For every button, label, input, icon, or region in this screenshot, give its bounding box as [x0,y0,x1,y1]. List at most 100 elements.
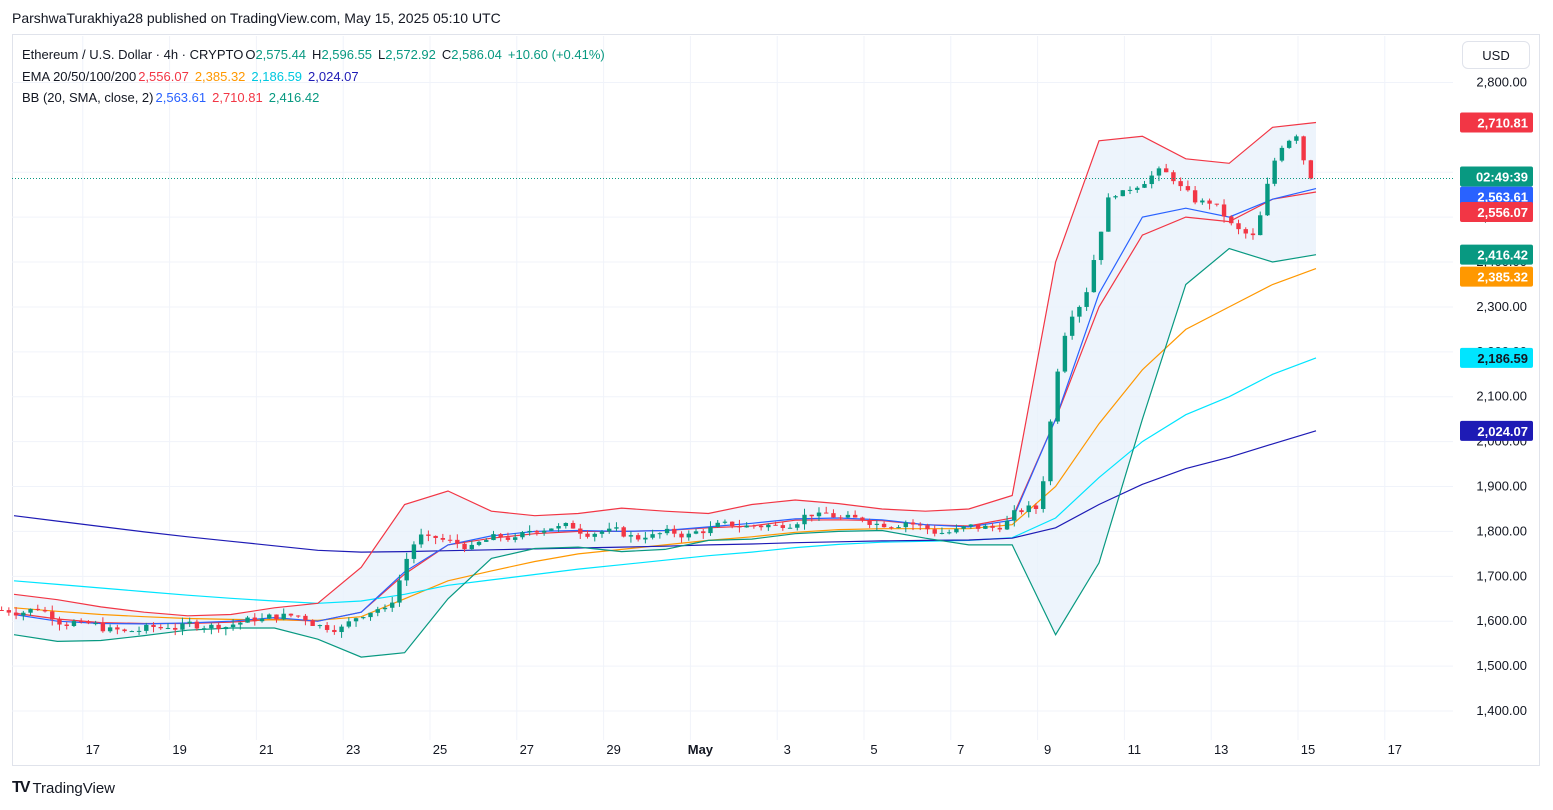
candle-body [144,624,149,631]
candle-body [382,607,388,610]
candle-body [520,532,525,538]
legend-ema200: 2,024.07 [308,68,359,84]
badge-ema100: 2,186.59 [1477,351,1528,366]
candle-body [838,517,843,519]
candle-body [946,532,952,534]
candle-body [484,540,489,542]
candle-body [737,526,742,528]
candle-body [787,527,793,529]
candle-body [563,522,569,527]
candle-body [1185,186,1191,191]
candle-body [440,538,446,540]
candle-body [35,608,40,610]
candle-body [1019,510,1024,513]
candle-body [6,610,12,613]
legend-ema20: 2,556.07 [138,68,189,84]
candle-body [13,612,19,616]
x-tick-label: 29 [606,742,620,757]
candle-body [780,525,786,528]
y-tick-label: 1,500.00 [1476,658,1527,673]
badge-ema50-bg [1460,266,1533,287]
badge-ema50: 2,385.32 [1477,270,1528,285]
candle-body [766,524,771,528]
legend-high-label: H [312,47,322,62]
candle-body [657,533,663,535]
candle-body [599,531,605,534]
candle-body [1106,197,1111,232]
candle-body [816,512,822,517]
candle-body [802,514,807,525]
candle-body [107,627,113,632]
candle-body [194,621,200,629]
candle-body [549,528,554,531]
candle-body [332,629,337,633]
candle-body [1272,160,1277,184]
candle-body [274,614,279,620]
x-tick-label: 19 [172,742,186,757]
tradingview-logo[interactable]: TV TradingView [12,779,115,797]
candle-body [860,517,865,521]
candle-body [310,620,315,626]
candle-body [1004,520,1010,530]
candle-body [1048,421,1053,482]
candle-body [375,609,380,613]
candle-body [679,533,684,538]
candle-body [592,533,597,537]
badge-bb-upper-bg [1460,112,1533,133]
candle-body [1120,190,1125,197]
candle-body [151,624,156,627]
legend-ohlc-row: Ethereum / U.S. Dollar · 4h · CRYPTO O 2… [22,44,611,66]
currency-button[interactable]: USD [1462,41,1530,69]
tradingview-logo-text: TradingView [32,779,115,797]
x-tick-label: 7 [957,742,964,757]
candle-body [346,621,352,627]
candle-body [527,530,532,533]
badge-bb-lower: 2,416.42 [1477,248,1528,263]
x-tick-label: 13 [1214,742,1228,757]
x-tick-label: 27 [520,742,534,757]
candle-body [1127,189,1133,191]
series-line-ema-200 [13,430,1317,553]
candle-body [1156,168,1162,176]
candle-body [1069,316,1075,336]
legend-change: +10.60 (+0.41%) [507,47,605,62]
candle-body [288,613,294,616]
candle-body [498,534,503,538]
candle-body [93,623,98,625]
legend-bb-lower: 2,416.42 [268,90,320,105]
candle-body [556,526,561,529]
candle-body [491,534,496,541]
candle-body [368,612,373,618]
candle-body [223,627,229,630]
candle-body [397,580,402,603]
y-tick-label: 1,700.00 [1476,568,1527,583]
candle-body [1113,196,1118,198]
publisher-line: ParshwaTurakhiya28 published on TradingV… [12,10,501,26]
candle-body [1221,204,1227,217]
badge-bb-basis-bg [1460,186,1533,207]
candle-body [1077,306,1082,317]
badge-ema20-bg [1460,201,1533,222]
legend-close: 2,586.04 [451,47,502,62]
x-tick-label: 15 [1301,742,1315,757]
candle-body [881,523,887,528]
candle-body [1214,203,1220,205]
x-tick-label: 23 [346,742,360,757]
x-tick-label: May [688,742,714,757]
candle-body [216,624,221,630]
candle-body [238,622,243,625]
legend-ema100: 2,186.59 [251,68,303,84]
candle-body [643,537,648,540]
candle-body [570,522,576,529]
candle-body [259,618,265,622]
candle-body [1062,335,1068,372]
legend-ema-label: EMA 20/50/100/200 [22,68,137,84]
x-tick-label: 17 [1388,742,1402,757]
legend-close-label: C [441,47,452,62]
candle-body [918,524,923,526]
candle-body [925,525,930,530]
candle-body [0,610,4,611]
candle-body [353,618,359,622]
x-tick-label: 9 [1044,742,1051,757]
